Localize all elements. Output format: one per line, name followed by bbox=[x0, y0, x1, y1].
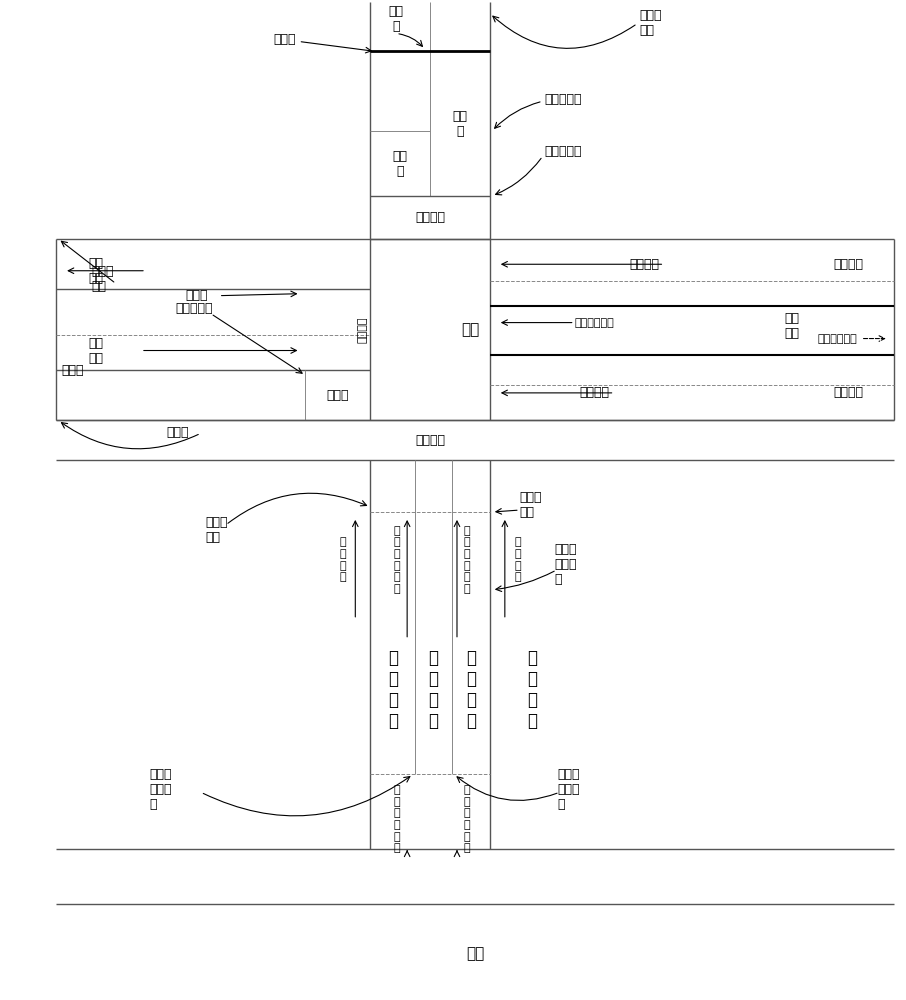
Text: 汐
向
行
驶
方
向: 汐 向 行 驶 方 向 bbox=[394, 785, 400, 853]
Text: 常
规
车
道: 常 规 车 道 bbox=[526, 649, 536, 730]
Text: 路口安全线: 路口安全线 bbox=[176, 302, 213, 315]
Text: 路口安
全线: 路口安 全线 bbox=[520, 491, 543, 519]
Text: 常规车道: 常规车道 bbox=[834, 258, 863, 271]
Text: 路口: 路口 bbox=[466, 946, 484, 961]
Text: 路口安全线: 路口安全线 bbox=[545, 145, 583, 158]
Text: 行驶方向: 行驶方向 bbox=[580, 386, 610, 399]
Text: 入口
道: 入口 道 bbox=[389, 5, 404, 33]
Text: 行
驶
方
向: 行 驶 方 向 bbox=[339, 537, 346, 582]
Text: 潮
向
行
驶
方
向: 潮 向 行 驶 方 向 bbox=[464, 526, 470, 594]
Text: 路口: 路口 bbox=[461, 322, 479, 337]
Text: 车道隔
离线: 车道隔 离线 bbox=[92, 265, 113, 293]
Text: 潮
向
行
驶
方
向: 潮 向 行 驶 方 向 bbox=[394, 526, 400, 594]
Text: 路口安全线: 路口安全线 bbox=[545, 93, 583, 106]
Text: 潮汐
车道: 潮汐 车道 bbox=[784, 312, 799, 340]
Text: 潮
汐
车
道: 潮 汐 车 道 bbox=[429, 649, 439, 730]
Text: 行
驶
方
向: 行 驶 方 向 bbox=[515, 537, 521, 582]
Text: 行驶
方向: 行驶 方向 bbox=[89, 257, 103, 285]
Text: 人行横道: 人行横道 bbox=[415, 211, 445, 224]
Text: 引导区: 引导区 bbox=[326, 389, 349, 402]
Text: 潮向路
口安全
线: 潮向路 口安全 线 bbox=[554, 543, 577, 586]
Text: 车道隔
离线: 车道隔 离线 bbox=[640, 9, 662, 37]
Text: 汐向行驶方向: 汐向行驶方向 bbox=[817, 334, 857, 344]
Text: 常规车道: 常规车道 bbox=[834, 386, 863, 399]
Text: 行驶方向: 行驶方向 bbox=[630, 258, 660, 271]
Text: 常
规
车
道: 常 规 车 道 bbox=[388, 649, 398, 730]
Text: 入口道: 入口道 bbox=[62, 364, 83, 377]
Text: 车道隔
离线: 车道隔 离线 bbox=[206, 516, 228, 544]
Text: 引导
区: 引导 区 bbox=[392, 150, 408, 178]
Text: 潮
汐
车
道: 潮 汐 车 道 bbox=[466, 649, 476, 730]
Text: 停车线: 停车线 bbox=[273, 33, 295, 46]
Text: 汐向路
口安全
线: 汐向路 口安全 线 bbox=[149, 768, 171, 811]
Text: 汐向路
口安全
线: 汐向路 口安全 线 bbox=[558, 768, 580, 811]
Text: 出口
道: 出口 道 bbox=[452, 110, 467, 138]
Text: 人行横道: 人行横道 bbox=[357, 316, 367, 343]
Text: 人行横道: 人行横道 bbox=[415, 434, 445, 447]
Text: 出口道: 出口道 bbox=[186, 289, 208, 302]
Text: 行驶
方向: 行驶 方向 bbox=[89, 337, 103, 365]
Text: 汐
向
行
驶
方
向: 汐 向 行 驶 方 向 bbox=[464, 785, 470, 853]
Text: 潮向行驶方向: 潮向行驶方向 bbox=[574, 318, 614, 328]
Text: 停车线: 停车线 bbox=[166, 426, 188, 439]
